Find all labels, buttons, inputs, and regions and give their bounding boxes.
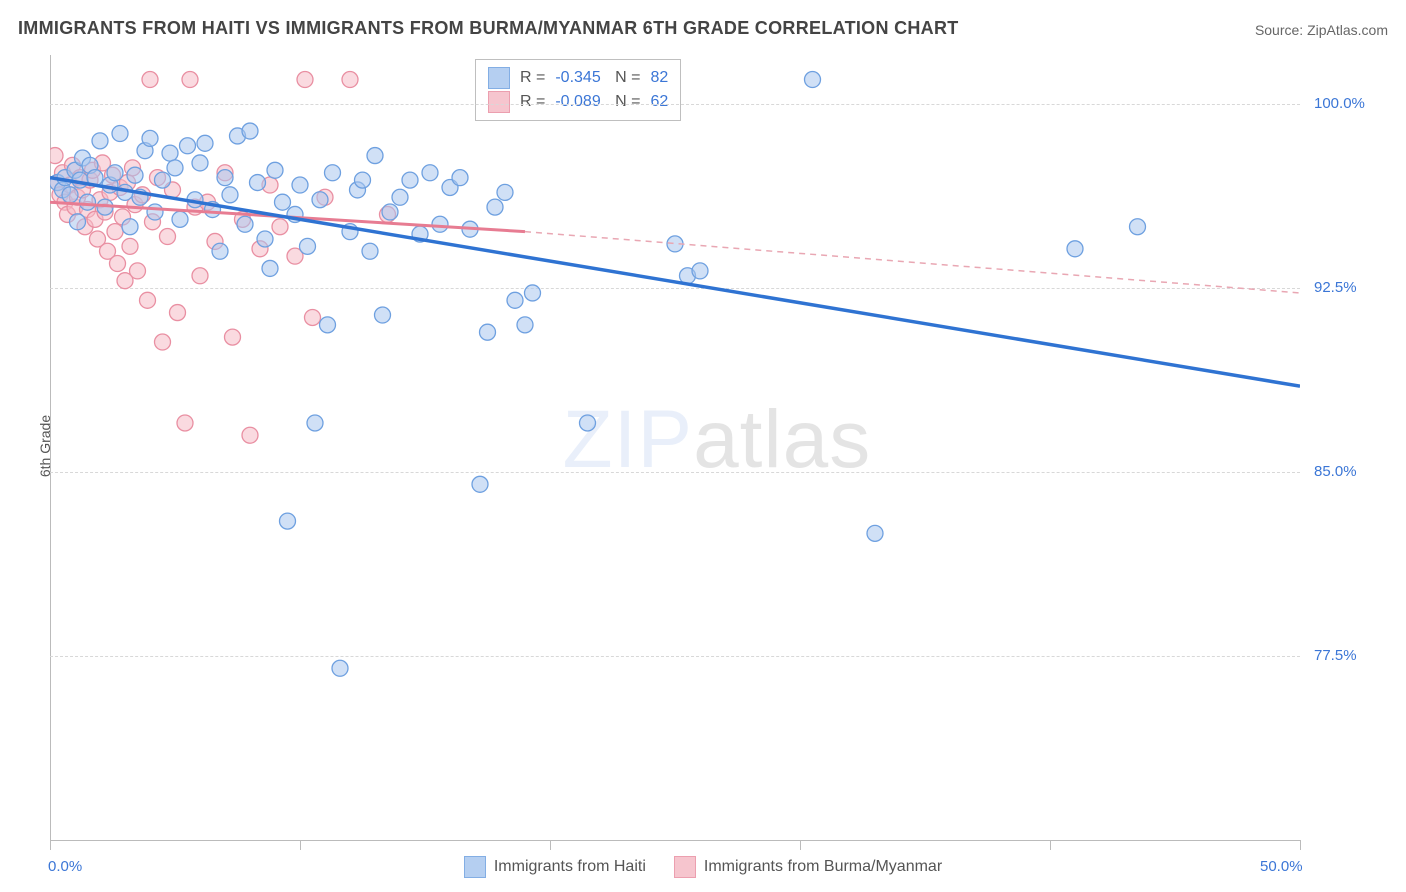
scatter-point xyxy=(170,305,186,321)
scatter-point xyxy=(127,167,143,183)
chart-svg xyxy=(50,55,1300,840)
scatter-point xyxy=(222,187,238,203)
scatter-point xyxy=(212,243,228,259)
y-tick-label: 92.5% xyxy=(1314,279,1357,296)
scatter-point xyxy=(312,192,328,208)
scatter-point xyxy=(262,260,278,276)
scatter-point xyxy=(155,172,171,188)
scatter-point xyxy=(280,513,296,529)
scatter-point xyxy=(80,194,96,210)
scatter-point xyxy=(107,165,123,181)
scatter-point xyxy=(182,72,198,88)
scatter-point xyxy=(155,334,171,350)
scatter-point xyxy=(160,229,176,245)
scatter-point xyxy=(112,126,128,142)
scatter-point xyxy=(300,238,316,254)
y-tick-label: 100.0% xyxy=(1314,95,1365,112)
scatter-point xyxy=(107,224,123,240)
scatter-point xyxy=(805,72,821,88)
scatter-point xyxy=(297,72,313,88)
scatter-point xyxy=(272,219,288,235)
scatter-point xyxy=(422,165,438,181)
scatter-point xyxy=(257,231,273,247)
scatter-point xyxy=(325,165,341,181)
scatter-point xyxy=(1067,241,1083,257)
scatter-point xyxy=(62,187,78,203)
scatter-point xyxy=(92,133,108,149)
scatter-point xyxy=(367,148,383,164)
legend-label-haiti: Immigrants from Haiti xyxy=(494,858,646,876)
source-credit: Source: ZipAtlas.com xyxy=(1255,22,1388,38)
scatter-point xyxy=(110,256,126,272)
scatter-point xyxy=(147,204,163,220)
scatter-point xyxy=(122,238,138,254)
scatter-point xyxy=(472,476,488,492)
scatter-point xyxy=(1130,219,1146,235)
scatter-point xyxy=(225,329,241,345)
scatter-point xyxy=(242,123,258,139)
scatter-point xyxy=(242,427,258,443)
x-tick-label: 50.0% xyxy=(1260,858,1303,875)
legend-item-burma: Immigrants from Burma/Myanmar xyxy=(674,856,942,878)
scatter-point xyxy=(172,211,188,227)
scatter-point xyxy=(177,415,193,431)
y-tick-label: 77.5% xyxy=(1314,647,1357,664)
scatter-point xyxy=(237,216,253,232)
scatter-point xyxy=(402,172,418,188)
scatter-point xyxy=(142,72,158,88)
scatter-point xyxy=(162,145,178,161)
scatter-point xyxy=(217,170,233,186)
scatter-point xyxy=(507,292,523,308)
scatter-point xyxy=(180,138,196,154)
chart-title: IMMIGRANTS FROM HAITI VS IMMIGRANTS FROM… xyxy=(18,18,959,39)
scatter-point xyxy=(497,184,513,200)
scatter-point xyxy=(140,292,156,308)
scatter-point xyxy=(355,172,371,188)
scatter-point xyxy=(250,175,266,191)
x-tick-label: 0.0% xyxy=(48,858,82,875)
scatter-point xyxy=(362,243,378,259)
trend-line xyxy=(525,232,1300,293)
swatch-haiti xyxy=(464,856,486,878)
scatter-point xyxy=(70,214,86,230)
scatter-point xyxy=(307,415,323,431)
scatter-point xyxy=(192,155,208,171)
scatter-point xyxy=(452,170,468,186)
scatter-point xyxy=(525,285,541,301)
scatter-point xyxy=(375,307,391,323)
scatter-point xyxy=(192,268,208,284)
scatter-point xyxy=(432,216,448,232)
scatter-point xyxy=(275,194,291,210)
scatter-point xyxy=(332,660,348,676)
scatter-point xyxy=(305,309,321,325)
legend-label-burma: Immigrants from Burma/Myanmar xyxy=(704,858,942,876)
scatter-point xyxy=(267,162,283,178)
scatter-point xyxy=(50,148,63,164)
scatter-point xyxy=(517,317,533,333)
swatch-burma xyxy=(674,856,696,878)
scatter-point xyxy=(392,189,408,205)
y-tick-label: 85.0% xyxy=(1314,463,1357,480)
scatter-point xyxy=(342,72,358,88)
scatter-point xyxy=(122,219,138,235)
scatter-point xyxy=(167,160,183,176)
scatter-point xyxy=(292,177,308,193)
legend-item-haiti: Immigrants from Haiti xyxy=(464,856,646,878)
scatter-point xyxy=(692,263,708,279)
scatter-point xyxy=(867,525,883,541)
scatter-point xyxy=(382,204,398,220)
scatter-point xyxy=(320,317,336,333)
scatter-point xyxy=(487,199,503,215)
scatter-point xyxy=(480,324,496,340)
bottom-legend: Immigrants from Haiti Immigrants from Bu… xyxy=(0,856,1406,878)
scatter-point xyxy=(142,130,158,146)
trend-line xyxy=(50,178,1300,387)
scatter-point xyxy=(580,415,596,431)
scatter-point xyxy=(197,135,213,151)
scatter-point xyxy=(130,263,146,279)
